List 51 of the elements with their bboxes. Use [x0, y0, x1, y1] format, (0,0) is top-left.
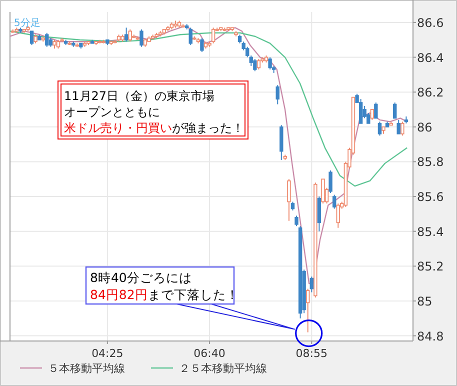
candlestick: [128, 28, 132, 42]
candlestick: [211, 27, 216, 44]
x-tick-label: 04:25: [92, 347, 124, 360]
candlestick: [188, 27, 192, 46]
candlestick: [321, 178, 325, 204]
y-tick-label: 85.2: [417, 260, 444, 274]
annotation: オープンとともに: [64, 105, 160, 119]
y-tick-label: 85.8: [417, 155, 444, 170]
x-tick-label: 08:55: [296, 347, 328, 360]
legend-label: ２５本移動平均線: [179, 362, 267, 375]
candlestick: [124, 27, 128, 42]
y-tick-label: 86: [417, 120, 432, 134]
candlestick: [268, 56, 272, 70]
candlestick: [396, 119, 400, 134]
candlestick: [400, 121, 404, 136]
candlestick: [374, 102, 378, 119]
candlestick: [332, 194, 336, 210]
candlestick: [253, 58, 257, 72]
annotation: まで下落した！: [148, 287, 239, 302]
candlestick: [140, 28, 144, 48]
candlestick: [287, 178, 291, 222]
y-tick-label: 85.4: [417, 224, 444, 239]
candlestick: [358, 98, 363, 124]
candlestick: [392, 102, 397, 119]
y-tick-label: 86.2: [417, 86, 444, 100]
annotation: 8時40分ごろには: [90, 270, 192, 285]
annotation: が強まった！: [172, 121, 244, 135]
candlestick: [294, 215, 298, 227]
candlestick: [30, 30, 34, 46]
candlestick: [378, 121, 382, 136]
y-tick-label: 86.6: [417, 16, 444, 30]
annotation: 11月27日（金）の東京市場: [64, 89, 215, 103]
y-tick-label: 85.6: [417, 190, 444, 204]
candlestick: [370, 108, 374, 120]
line-series: [9, 30, 408, 187]
candlestick: [328, 170, 332, 194]
x-tick-label: 06:40: [194, 347, 226, 360]
candlestick: [310, 276, 314, 293]
candlestick: [276, 84, 280, 105]
candlestick: [45, 32, 49, 48]
annotation: 84円82円: [90, 287, 148, 302]
candlestick: [306, 288, 310, 333]
y-tick-label: 86.4: [417, 50, 444, 65]
candlestick: [336, 202, 340, 228]
annotation: 米ドル売り・円買い: [64, 121, 172, 135]
candlestick: [256, 58, 261, 70]
y-tick-label: 85: [417, 294, 432, 308]
y-tick-label: 84.8: [417, 329, 444, 344]
legend-label: ５本移動平均線: [48, 362, 125, 375]
candlestick: [200, 38, 204, 53]
annotation: 5分足: [14, 17, 40, 29]
